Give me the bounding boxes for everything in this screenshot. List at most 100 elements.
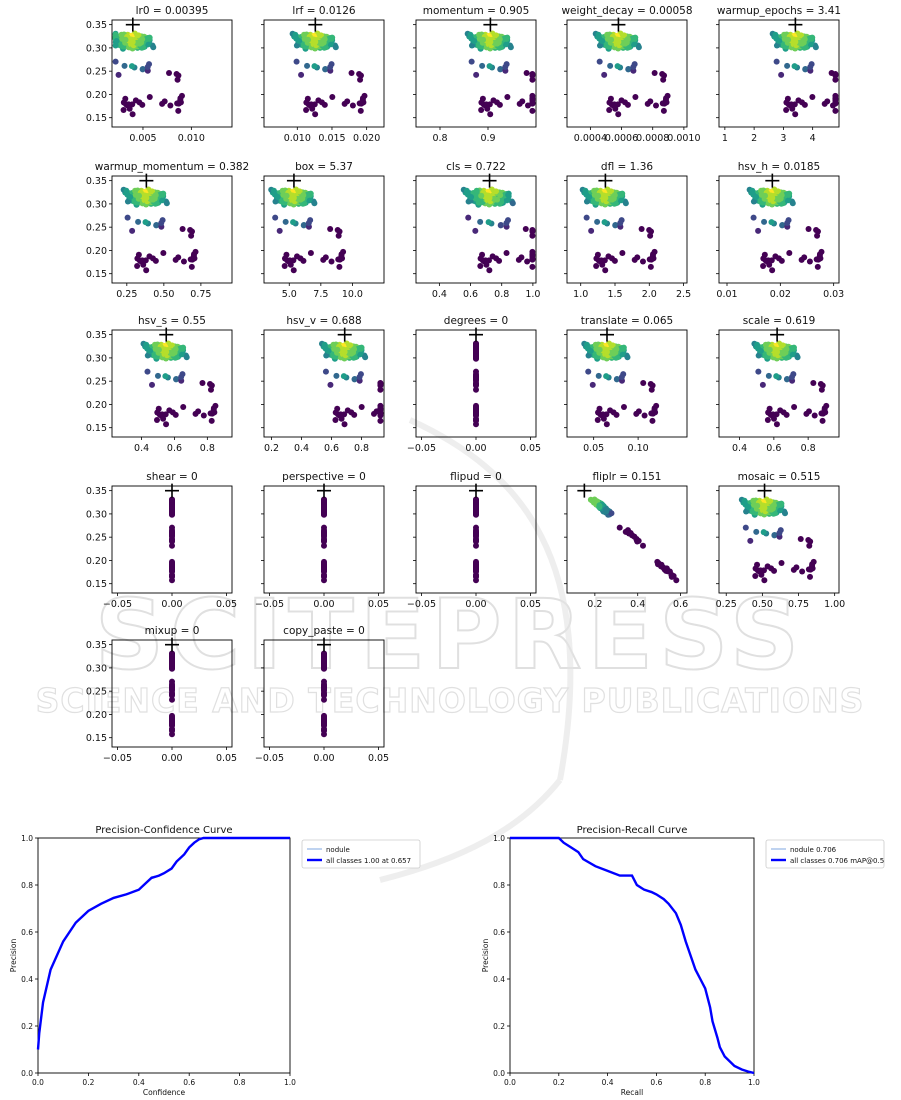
scatter-point [483, 101, 490, 108]
scatter-point [135, 218, 142, 225]
scatter-point [770, 415, 777, 422]
scatter-point [780, 350, 787, 357]
scatter-point [761, 577, 768, 584]
x-tick-label: 0.03 [823, 289, 844, 300]
scatter-point [473, 71, 480, 78]
scatter-point [641, 412, 648, 419]
scatter-point [487, 111, 494, 118]
scatter-point [529, 95, 536, 102]
panel-frame [718, 485, 840, 594]
x-tick-label: 0.4 [630, 599, 645, 610]
x-tick-label: 1.5 [607, 289, 622, 300]
scatter-point [300, 192, 307, 199]
scatter-point [781, 31, 788, 38]
scatter-point [622, 200, 629, 207]
x-tick-label: 0.00 [465, 599, 486, 610]
scatter-point [585, 368, 592, 375]
scatter-point [146, 35, 153, 42]
scatter-panel: flipud = 0−0.05 0.00 0.05 [407, 471, 541, 610]
scatter-point [293, 58, 300, 65]
scatter-point [496, 101, 503, 108]
scatter-point [631, 35, 638, 42]
panel-marks [592, 30, 671, 118]
scatter-point [762, 192, 768, 199]
scatter-point [272, 214, 279, 221]
x-tick-label: 0.010 [284, 133, 311, 144]
scatter-point [630, 64, 637, 70]
scatter-point [529, 251, 536, 258]
scatter-point [178, 374, 185, 380]
panel-title: mixup = 0 [145, 625, 200, 637]
scatter-point [183, 354, 190, 361]
scatter-point [606, 107, 613, 114]
scatter-point [177, 95, 184, 102]
panel-frame [718, 175, 840, 284]
scatter-point [755, 352, 762, 359]
scatter-point [651, 70, 658, 77]
scatter-point [124, 214, 131, 221]
scatter-point [601, 71, 608, 78]
panel-title: lr0 = 0.00395 [136, 5, 209, 17]
scatter-point [136, 40, 143, 47]
scatter-panel: perspective = 0−0.05 0.00 0.05 [255, 471, 389, 610]
x-tick-label: 0.8 [354, 443, 369, 454]
scatter-point [311, 200, 318, 207]
scatter-point [603, 348, 610, 355]
scatter-point [775, 188, 782, 195]
scatter-point [322, 66, 329, 73]
scatter-point [595, 409, 602, 416]
scatter-point [312, 111, 319, 118]
x-tick-label: 0.005 [129, 133, 156, 144]
scatter-point [785, 191, 792, 198]
scatter-point [356, 374, 363, 380]
x-tick-label: 0.2 [587, 599, 602, 610]
panel-title: flipud = 0 [450, 471, 502, 483]
scatter-point [613, 411, 620, 418]
y-tick-label: 0.20 [86, 400, 107, 411]
scatter-point [126, 105, 133, 112]
scatter-point [477, 255, 484, 262]
scatter-point [327, 381, 334, 388]
scatter-point [480, 36, 487, 43]
scatter-point [279, 187, 286, 194]
scatter-point [809, 94, 816, 101]
scatter-point [596, 58, 603, 65]
scatter-point [290, 267, 297, 274]
scatter-point [298, 71, 305, 78]
scatter-point [802, 66, 809, 73]
scatter-point [377, 382, 384, 389]
scatter-point [774, 348, 781, 355]
panel-title: scale = 0.619 [743, 315, 816, 327]
scatter-point [188, 263, 195, 270]
scatter-point [359, 95, 366, 102]
scatter-panel: warmup_momentum = 0.3820.150.200.250.300… [86, 161, 249, 300]
x-tick-label: 0.05 [216, 599, 237, 610]
scatter-point [338, 251, 345, 258]
scatter-point [328, 35, 335, 42]
panel-marks [581, 340, 660, 428]
scatter-point [112, 42, 119, 49]
panel-title: momentum = 0.905 [423, 5, 530, 17]
x-tick-label: 0.10 [628, 443, 649, 454]
scatter-point [308, 101, 315, 108]
panel-marks [169, 650, 175, 738]
scatter-point [523, 70, 530, 77]
scatter-point [769, 194, 776, 201]
y-tick-label: 0.35 [86, 486, 107, 497]
x-tick-label: 0.0008 [636, 133, 669, 144]
scatter-point [593, 263, 600, 270]
scatter-point [473, 347, 479, 354]
scatter-point [618, 374, 625, 380]
scatter-point [149, 188, 156, 195]
scatter-point [496, 257, 503, 264]
scatter-point [347, 342, 354, 349]
scatter-point [290, 219, 297, 226]
scatter-point [377, 405, 384, 412]
scatter-point [755, 368, 762, 375]
scatter-point [327, 226, 334, 233]
scatter-point [473, 566, 479, 573]
scatter-point [640, 380, 647, 387]
x-tick-label: 7.5 [313, 289, 328, 300]
x-tick-label: 5.0 [282, 289, 297, 300]
